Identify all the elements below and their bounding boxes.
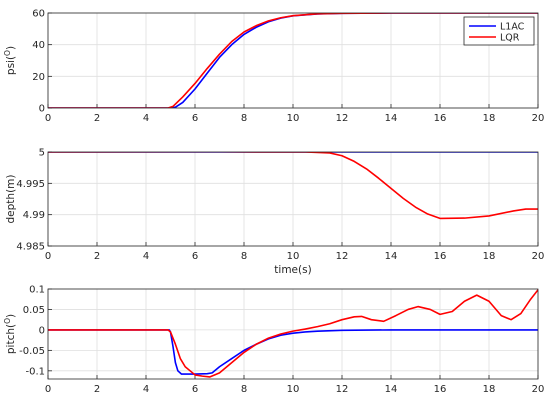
x-tick-label: 10 — [287, 384, 300, 395]
x-tick-label: 12 — [336, 113, 349, 124]
x-tick-label: 6 — [192, 384, 198, 395]
x-tick-label: 0 — [45, 251, 51, 262]
series-line-l1ac — [48, 329, 538, 375]
x-tick-label: 14 — [385, 251, 398, 262]
x-tick-label: 20 — [532, 113, 545, 124]
axes-frame — [47, 151, 539, 247]
series-line-lqr — [48, 152, 538, 220]
y-tick-label: 20 — [32, 72, 45, 83]
y-tick-label: 0 — [39, 325, 45, 336]
y-tick-label: 0 — [39, 104, 45, 115]
legend-label: L1AC — [500, 22, 525, 33]
y-tick-label: -0.05 — [19, 346, 45, 357]
x-tick-label: 6 — [192, 113, 198, 124]
x-tick-label: 20 — [532, 384, 545, 395]
x-tick-label: 0 — [45, 113, 51, 124]
x-tick-label: 4 — [143, 113, 149, 124]
axes-frame — [47, 12, 539, 109]
x-tick-label: 10 — [287, 251, 300, 262]
y-tick-label: 60 — [32, 9, 45, 20]
x-tick-label: 2 — [94, 113, 100, 124]
x-tick-label: 18 — [483, 251, 496, 262]
y-tick-label: -0.1 — [25, 366, 45, 377]
axes-frame — [47, 288, 539, 380]
y-tick-label: 4.99 — [23, 210, 45, 221]
x-tick-label: 16 — [434, 113, 447, 124]
y-axis-label: pitch(O) — [3, 314, 17, 354]
panel-2: 0 2 4 6 8 10 12 14 16 18 20 4.985 4.99 4.995 5 depth(m)… — [5, 148, 544, 277]
x-tick-label: 2 — [94, 251, 100, 262]
x-axis-label: time(s) — [274, 264, 311, 276]
x-tick-label: 12 — [336, 251, 349, 262]
y-axis-label: depth(m) — [5, 175, 17, 224]
y-tick-label: 0.1 — [29, 285, 45, 296]
x-tick-label: 14 — [385, 113, 398, 124]
x-tick-label: 6 — [192, 251, 198, 262]
x-tick-label: 2 — [94, 384, 100, 395]
x-tick-label: 4 — [143, 384, 149, 395]
x-tick-label: 18 — [483, 384, 496, 395]
x-tick-label: 12 — [336, 384, 349, 395]
y-tick-label: 0.05 — [23, 305, 45, 316]
series-line-lqr — [48, 289, 538, 378]
panel-3: 0 2 4 6 8 10 12 14 16 18 20 -0.1 -0.05 0 0.05 0.1 pitch(… — [3, 285, 544, 396]
x-tick-label: 8 — [241, 113, 247, 124]
y-axis-label: psi(O) — [3, 46, 17, 75]
x-tick-label: 16 — [434, 384, 447, 395]
legend-box — [463, 16, 535, 46]
y-tick-label: 4.985 — [16, 242, 45, 253]
legend-label: LQR — [500, 33, 520, 44]
y-tick-label: 40 — [32, 40, 45, 51]
y-tick-label: 5 — [39, 148, 45, 159]
x-tick-label: 4 — [143, 251, 149, 262]
x-tick-label: 14 — [385, 384, 398, 395]
series-line-lqr — [48, 13, 538, 108]
x-tick-label: 8 — [241, 384, 247, 395]
x-tick-label: 10 — [287, 113, 300, 124]
x-tick-label: 16 — [434, 251, 447, 262]
x-tick-label: 18 — [483, 113, 496, 124]
y-tick-label: 4.995 — [16, 179, 45, 190]
x-tick-label: 0 — [45, 384, 51, 395]
x-tick-label: 8 — [241, 251, 247, 262]
x-tick-label: 20 — [532, 251, 545, 262]
